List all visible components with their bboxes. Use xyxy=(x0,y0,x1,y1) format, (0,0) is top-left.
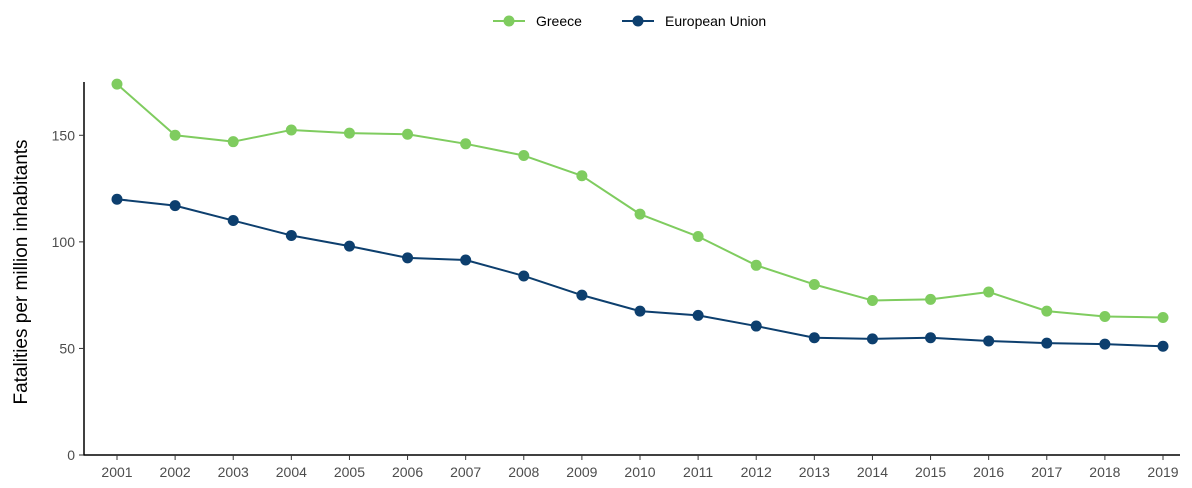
data-point xyxy=(1041,337,1053,349)
data-point xyxy=(460,254,472,266)
x-tick-label: 2008 xyxy=(508,464,539,480)
y-tick-label: 100 xyxy=(52,234,76,250)
data-point xyxy=(750,320,762,332)
series-layer xyxy=(111,78,1169,352)
data-point xyxy=(285,229,297,241)
legend-item: European Union xyxy=(622,13,766,29)
series-greece xyxy=(111,78,1169,324)
data-point xyxy=(925,293,937,305)
data-point xyxy=(925,332,937,344)
data-point xyxy=(460,138,472,150)
x-tick-label: 2011 xyxy=(683,464,713,480)
data-point xyxy=(402,252,414,264)
legend-marker xyxy=(503,15,515,27)
data-point xyxy=(518,150,530,162)
x-tick-label: 2015 xyxy=(915,464,946,480)
data-point xyxy=(111,193,123,205)
data-point xyxy=(1099,338,1111,350)
series-line xyxy=(116,83,1164,319)
legend-label: Greece xyxy=(536,13,582,29)
data-point xyxy=(576,170,588,182)
legend-item: Greece xyxy=(493,13,582,29)
data-point xyxy=(285,124,297,136)
y-axis: 0 50 100 150 xyxy=(52,82,85,463)
x-tick-label: 2014 xyxy=(857,464,888,480)
data-point xyxy=(169,129,181,141)
data-point xyxy=(983,335,995,347)
y-tick-label: 0 xyxy=(67,447,75,463)
data-point xyxy=(169,200,181,212)
data-point xyxy=(634,305,646,317)
data-point xyxy=(227,136,239,148)
data-point xyxy=(227,215,239,227)
data-point xyxy=(808,332,820,344)
series-line xyxy=(116,198,1164,348)
x-tick-label: 2002 xyxy=(160,464,191,480)
x-tick-label: 2010 xyxy=(624,464,655,480)
x-tick-label: 2004 xyxy=(276,464,307,480)
data-point xyxy=(983,286,995,298)
series-european-union xyxy=(111,193,1169,352)
y-tick-label: 50 xyxy=(59,340,75,356)
data-point xyxy=(692,231,704,243)
data-point xyxy=(343,240,355,252)
data-point xyxy=(866,294,878,306)
x-tick-label: 2009 xyxy=(566,464,597,480)
x-tick-label: 2012 xyxy=(741,464,772,480)
data-point xyxy=(1041,305,1053,317)
x-tick-label: 2013 xyxy=(799,464,830,480)
data-point xyxy=(111,78,123,90)
data-point xyxy=(1099,310,1111,322)
data-point xyxy=(808,278,820,290)
x-tick-label: 2016 xyxy=(973,464,1004,480)
data-point xyxy=(634,208,646,220)
data-point xyxy=(402,128,414,140)
data-point xyxy=(343,127,355,139)
x-tick-label: 2003 xyxy=(218,464,249,480)
data-point xyxy=(866,333,878,345)
x-tick-label: 2019 xyxy=(1147,464,1178,480)
x-tick-label: 2018 xyxy=(1089,464,1120,480)
x-tick-label: 2006 xyxy=(392,464,423,480)
x-tick-label: 2005 xyxy=(334,464,365,480)
y-tick-label: 150 xyxy=(52,127,76,143)
x-axis: 2001 2002 2003 2004 2005 2006 2007 2008 2009 2010… xyxy=(83,454,1180,480)
x-tick-label: 2007 xyxy=(450,464,481,480)
legend-label: European Union xyxy=(665,13,766,29)
data-point xyxy=(1157,340,1169,352)
data-point xyxy=(518,270,530,282)
x-tick-label: 2017 xyxy=(1031,464,1062,480)
x-tick-label: 2001 xyxy=(101,464,132,480)
legend: Greece European Union xyxy=(493,13,766,29)
data-point xyxy=(692,309,704,321)
data-point xyxy=(750,259,762,271)
y-axis-title: Fatalities per million inhabitants xyxy=(11,139,32,404)
legend-marker xyxy=(632,15,644,27)
data-point xyxy=(576,289,588,301)
data-point xyxy=(1157,312,1169,324)
